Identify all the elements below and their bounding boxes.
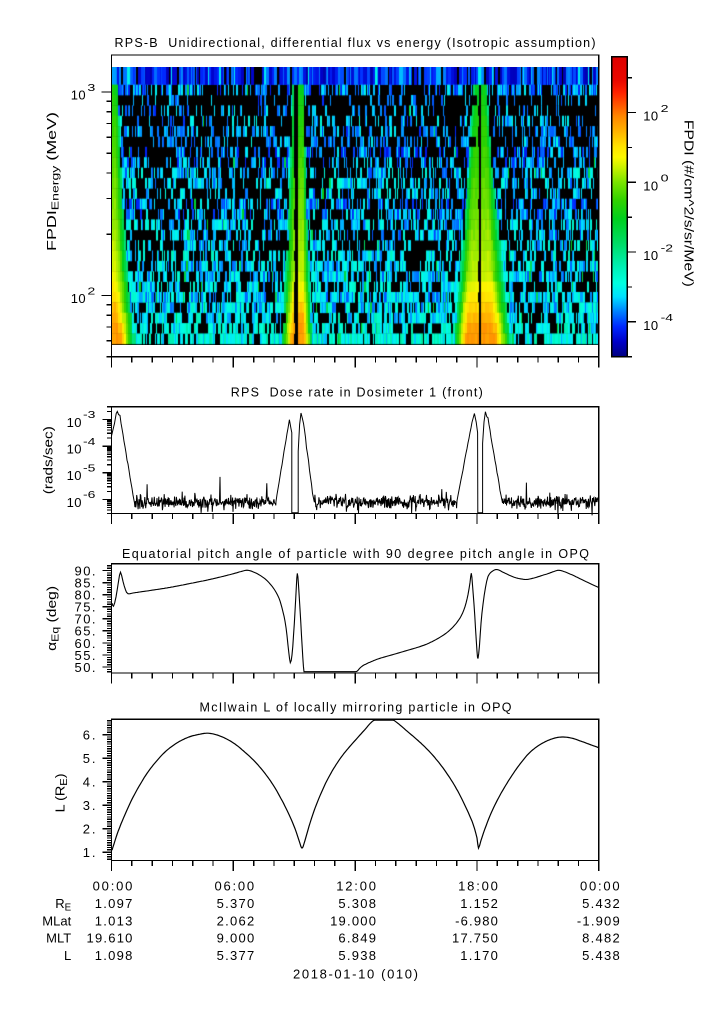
svg-text:L: L <box>64 948 71 963</box>
svg-text:75.: 75. <box>75 600 96 615</box>
svg-text:00:00: 00:00 <box>580 879 620 894</box>
svg-text:FPDI (#/cm^2/s/sr/MeV): FPDI (#/cm^2/s/sr/MeV) <box>682 120 696 287</box>
svg-text:9.000: 9.000 <box>217 931 255 946</box>
svg-text:0: 0 <box>661 173 669 185</box>
svg-text:RE: RE <box>55 896 71 914</box>
svg-text:MLat: MLat <box>42 913 71 928</box>
svg-text:Equatorial pitch angle of part: Equatorial pitch angle of particle with … <box>122 547 589 561</box>
svg-text:1.098: 1.098 <box>95 948 133 963</box>
svg-text:-3: -3 <box>83 409 96 421</box>
svg-text:5.: 5. <box>83 751 96 766</box>
svg-text:90.: 90. <box>75 563 96 578</box>
svg-text:6.: 6. <box>83 728 96 743</box>
svg-text:4.: 4. <box>83 775 96 790</box>
svg-text:10: 10 <box>71 87 86 102</box>
svg-text:10: 10 <box>643 178 658 193</box>
svg-text:(rads/sec): (rads/sec) <box>41 426 55 494</box>
svg-text:1.170: 1.170 <box>460 948 498 963</box>
svg-text:-6: -6 <box>83 489 96 501</box>
svg-text:2.: 2. <box>83 822 96 837</box>
svg-text:2018-01-10 (010): 2018-01-10 (010) <box>293 967 418 982</box>
svg-text:RPS Dose rate in Dosimeter 1: RPS Dose rate in Dosimeter 1 (front) <box>231 386 483 400</box>
svg-text:00:00: 00:00 <box>93 879 133 894</box>
svg-text:50.: 50. <box>75 660 96 675</box>
svg-text:80.: 80. <box>75 588 96 603</box>
svg-text:5.308: 5.308 <box>338 896 376 911</box>
svg-text:McIlwain L of locally mirrorin: McIlwain L of locally mirroring particle… <box>200 701 512 715</box>
svg-text:-4: -4 <box>661 312 674 324</box>
svg-text:5.938: 5.938 <box>338 948 376 963</box>
svg-text:10: 10 <box>67 495 82 510</box>
svg-text:-4: -4 <box>83 436 96 448</box>
svg-text:2: 2 <box>661 103 669 115</box>
svg-text:17.750: 17.750 <box>452 931 498 946</box>
svg-text:MLT: MLT <box>46 931 71 946</box>
svg-text:18:00: 18:00 <box>458 879 498 894</box>
svg-text:10: 10 <box>67 468 82 483</box>
svg-text:70.: 70. <box>75 612 96 627</box>
svg-text:-5: -5 <box>83 463 96 475</box>
svg-text:85.: 85. <box>75 576 96 591</box>
svg-text:10: 10 <box>643 109 658 124</box>
svg-text:1.152: 1.152 <box>460 896 498 911</box>
svg-text:10: 10 <box>643 318 658 333</box>
svg-text:2.062: 2.062 <box>217 913 255 928</box>
svg-text:60.: 60. <box>75 636 96 651</box>
svg-text:06:00: 06:00 <box>214 879 254 894</box>
svg-text:10: 10 <box>71 291 86 306</box>
svg-text:8.482: 8.482 <box>582 931 620 946</box>
svg-text:αEq (deg): αEq (deg) <box>45 586 62 651</box>
svg-text:RPS-B Unidirectional, differe: RPS-B Unidirectional, differential flux … <box>115 36 596 50</box>
svg-text:2: 2 <box>87 285 95 297</box>
svg-text:3.: 3. <box>83 798 96 813</box>
svg-text:-1.909: -1.909 <box>577 913 620 928</box>
svg-text:3: 3 <box>87 82 95 94</box>
svg-text:-6.980: -6.980 <box>455 913 498 928</box>
svg-text:1.013: 1.013 <box>95 913 133 928</box>
svg-text:5.438: 5.438 <box>582 948 620 963</box>
svg-text:FPDIEnergy (MeV): FPDIEnergy (MeV) <box>45 112 62 251</box>
svg-text:10: 10 <box>67 415 82 430</box>
svg-text:L (RE): L (RE) <box>53 773 70 812</box>
svg-text:10: 10 <box>67 442 82 457</box>
svg-text:19.610: 19.610 <box>87 931 133 946</box>
svg-text:10: 10 <box>643 248 658 263</box>
svg-text:5.370: 5.370 <box>217 896 255 911</box>
svg-text:55.: 55. <box>75 648 96 663</box>
svg-text:1.097: 1.097 <box>95 896 133 911</box>
svg-text:12:00: 12:00 <box>336 879 376 894</box>
svg-text:5.377: 5.377 <box>217 948 255 963</box>
svg-text:-2: -2 <box>661 242 674 254</box>
svg-text:65.: 65. <box>75 624 96 639</box>
svg-text:1.: 1. <box>83 845 96 860</box>
svg-text:6.849: 6.849 <box>338 931 376 946</box>
svg-text:19.000: 19.000 <box>330 913 376 928</box>
svg-text:5.432: 5.432 <box>582 896 620 911</box>
